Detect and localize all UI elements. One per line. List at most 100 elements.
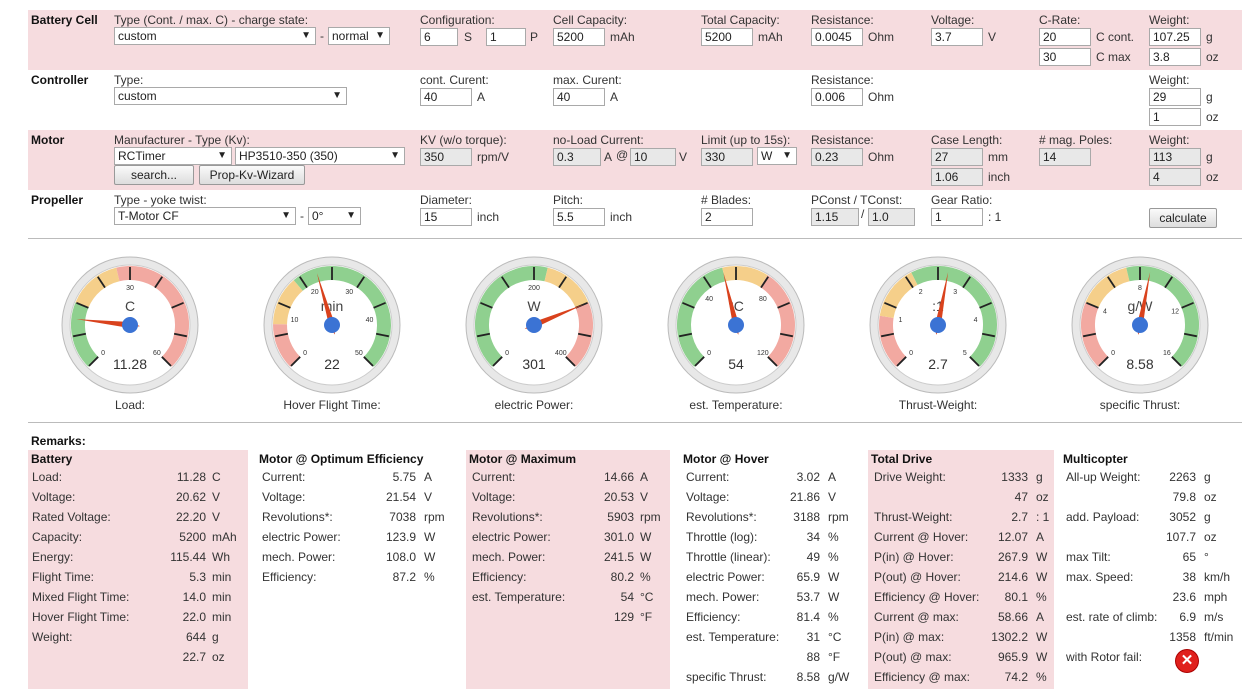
gauge-zone xyxy=(544,267,589,309)
c-cont-input[interactable]: 20 xyxy=(1039,28,1091,46)
controller-row: Controller Type: custom ▼ cont. Curent: 4… xyxy=(28,70,1242,130)
motor-maximum-row: Current: 14.66 A xyxy=(466,470,670,490)
motor-model-select[interactable]: HP3510-350 (350) ▼ xyxy=(235,147,405,165)
battery-weight-oz-input[interactable]: 3.8 xyxy=(1149,48,1201,66)
config-s-input[interactable]: 6 xyxy=(420,28,458,46)
limit-input[interactable]: 330 xyxy=(701,148,753,166)
controller-resistance-input[interactable]: 0.006 xyxy=(811,88,863,106)
gauge-tick xyxy=(88,356,99,367)
stat-label: Throttle (log): xyxy=(686,530,758,544)
gauge-tick-label: 400 xyxy=(555,350,567,357)
gauge-tick-label: 120 xyxy=(757,350,769,357)
stat-label: specific Thrust: xyxy=(686,670,767,684)
charge-state-select[interactable]: normal ▼ xyxy=(328,27,390,45)
gauge-zone xyxy=(759,275,795,367)
s-unit: S xyxy=(464,30,473,44)
max-current-input[interactable]: 40 xyxy=(553,88,605,106)
gauge-tick-label: 5 xyxy=(963,350,967,357)
cont-current-input[interactable]: 40 xyxy=(420,88,472,106)
gauge-tick xyxy=(678,332,693,338)
pconst-input[interactable]: 1.15 xyxy=(811,208,859,226)
limit-unit-value: W xyxy=(761,149,773,163)
battery-resistance-input[interactable]: 0.0045 xyxy=(811,28,863,46)
stat-unit: % xyxy=(828,530,839,544)
stat-value: 21.86 xyxy=(789,490,820,504)
search-button[interactable]: search... xyxy=(114,165,194,185)
gauge-tick-label: 4 xyxy=(974,317,978,324)
limit-unit-select[interactable]: W ▼ xyxy=(757,147,797,165)
separator-bottom xyxy=(28,422,1242,423)
stat-unit: ° xyxy=(1204,550,1209,564)
battery-stat-row: Weight: 644 g xyxy=(28,630,248,650)
motor-maximum-panel: Motor @ Maximum Current: 14.66 A Voltage: 20… xyxy=(466,450,670,689)
gauge-tick xyxy=(962,276,971,289)
motor-manufacturer-select[interactable]: RCTimer ▼ xyxy=(114,147,232,165)
battery-stat-row: Capacity: 5200 mAh xyxy=(28,530,248,550)
battery-stats-panel: Battery Load: 11.28 C Voltage: 20.62 V Rated V… xyxy=(28,450,248,689)
battery-type-select[interactable]: custom ▼ xyxy=(114,27,316,45)
stat-label: mech. Power: xyxy=(472,550,546,564)
noload-voltage-input[interactable]: 10 xyxy=(630,148,676,166)
motor-weight-oz-input[interactable]: 4 xyxy=(1149,168,1201,186)
c-max-input[interactable]: 30 xyxy=(1039,48,1091,66)
gauge-tick xyxy=(703,276,712,289)
propeller-type-select[interactable]: T-Motor CF ▼ xyxy=(114,207,296,225)
controller-weight-g-input[interactable]: 29 xyxy=(1149,88,1201,106)
stat-value: 88 xyxy=(806,650,820,664)
mag-poles-input[interactable]: 14 xyxy=(1039,148,1091,166)
stat-label: Capacity: xyxy=(32,530,83,544)
chevron-down-icon: ▼ xyxy=(217,150,227,161)
config-p-input[interactable]: 1 xyxy=(486,28,526,46)
gauge-tick-label: 60 xyxy=(153,350,161,357)
stat-unit: W xyxy=(828,570,840,584)
stat-unit: % xyxy=(828,550,839,564)
stat-value: 14.0 xyxy=(182,590,206,604)
noload-current-unit: A xyxy=(604,150,613,164)
controller-type-select[interactable]: custom ▼ xyxy=(114,87,347,105)
gauge-tick xyxy=(501,276,510,289)
kv-unit: rpm/V xyxy=(477,150,510,164)
stat-label: Voltage: xyxy=(32,490,76,504)
noload-current-input[interactable]: 0.3 xyxy=(553,148,601,166)
total-drive-row: Efficiency @ Hover: 80.1% xyxy=(868,590,1054,610)
diameter-input[interactable]: 15 xyxy=(420,208,472,226)
stat-unit: C xyxy=(212,470,221,484)
pitch-input[interactable]: 5.5 xyxy=(553,208,605,226)
blades-input[interactable]: 2 xyxy=(701,208,753,226)
cell-voltage-input[interactable]: 3.7 xyxy=(931,28,983,46)
total-capacity-input[interactable]: 5200 xyxy=(701,28,753,46)
case-length-inch-input[interactable]: 1.06 xyxy=(931,168,983,186)
stat-value: 22.0 xyxy=(182,610,206,624)
red-x-icon: ✕ xyxy=(1176,650,1198,672)
motor-optimum-panel: Motor @ Optimum Efficiency Current: 5.75 A… xyxy=(256,450,456,689)
battery-weight-g-input[interactable]: 107.25 xyxy=(1149,28,1201,46)
gauge-tick xyxy=(1164,276,1173,289)
tconst-input[interactable]: 1.0 xyxy=(868,208,915,226)
cell-capacity-input[interactable]: 5200 xyxy=(553,28,605,46)
gauge-tick xyxy=(682,301,695,309)
gauge-tick xyxy=(565,356,576,367)
kv-input[interactable]: 350 xyxy=(420,148,472,166)
calculate-button[interactable]: calculate xyxy=(1149,208,1217,228)
gauge-tick xyxy=(299,276,308,289)
chevron-down-icon: ▼ xyxy=(346,210,356,221)
c-cont-unit: C cont. xyxy=(1096,30,1135,44)
controller-weight-oz-input[interactable]: 1 xyxy=(1149,108,1201,126)
case-length-mm-input[interactable]: 27 xyxy=(931,148,983,166)
gauge-tick xyxy=(767,356,778,367)
stat-value: 123.9 xyxy=(385,530,416,544)
gear-ratio-input[interactable]: 1 xyxy=(931,208,983,226)
gauge-zone xyxy=(677,267,726,367)
gauge-zone xyxy=(879,272,918,319)
gauge-hub xyxy=(526,317,542,333)
gear-ratio-label: Gear Ratio: xyxy=(931,193,993,207)
stat-label: Efficiency: xyxy=(262,570,317,584)
prop-kv-wizard-button[interactable]: Prop-Kv-Wizard xyxy=(199,165,305,185)
stat-label: mech. Power: xyxy=(262,550,336,564)
motor-resistance-input[interactable]: 0.23 xyxy=(811,148,863,166)
gauge-unit: :1 xyxy=(932,298,944,314)
motor-weight-g-input[interactable]: 113 xyxy=(1149,148,1201,166)
motor-maximum-row: est. Temperature: 54 °C xyxy=(466,590,670,610)
yoke-twist-select[interactable]: 0° ▼ xyxy=(308,207,361,225)
gauge-zone xyxy=(1126,266,1199,367)
